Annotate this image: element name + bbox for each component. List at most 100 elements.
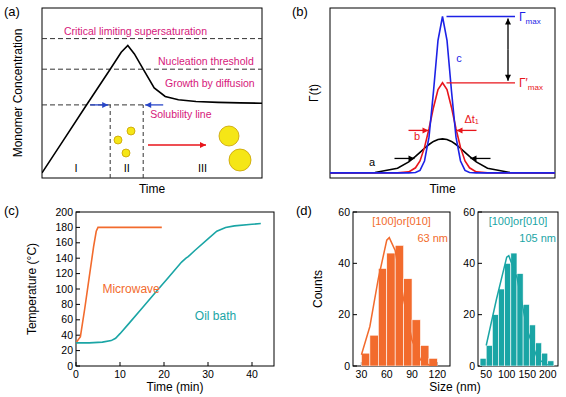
y-tick-label: 40 bbox=[338, 257, 350, 269]
series-label: c bbox=[456, 52, 462, 64]
y-tick bbox=[478, 314, 482, 315]
difference-arrow bbox=[505, 19, 511, 50]
series-label: Oil bath bbox=[195, 309, 236, 323]
width-arrow bbox=[457, 127, 477, 133]
x-tick-label: 200 bbox=[539, 368, 557, 380]
series-line bbox=[42, 45, 262, 172]
y-tick-label: 120 bbox=[55, 267, 73, 279]
nucleus bbox=[122, 149, 130, 157]
plot-frame bbox=[42, 8, 262, 178]
width-arrow bbox=[395, 155, 415, 161]
histogram-bar bbox=[486, 345, 492, 366]
y-tick-label: 100 bbox=[55, 283, 73, 295]
histogram-bar bbox=[548, 361, 554, 366]
x-tick bbox=[164, 362, 165, 366]
y-tick-label: 160 bbox=[55, 236, 73, 248]
y-axis-label: Temperature (°C) bbox=[25, 243, 39, 335]
plot-frame bbox=[353, 212, 450, 366]
histogram-bar bbox=[517, 274, 523, 366]
y-tick bbox=[478, 212, 482, 213]
plot-area bbox=[42, 39, 262, 178]
histogram-bar bbox=[499, 289, 505, 366]
annotation: [100]or[010] bbox=[372, 215, 431, 227]
nucleus bbox=[127, 127, 135, 135]
arrow-head bbox=[409, 155, 415, 161]
annotation: Δt₁ bbox=[465, 113, 479, 125]
y-tick-label: 0 bbox=[469, 360, 475, 372]
x-tick-label: 150 bbox=[518, 368, 536, 380]
x-tick-label: 30 bbox=[356, 368, 368, 380]
width-arrow bbox=[471, 155, 491, 161]
histogram-bar bbox=[361, 353, 369, 366]
x-axis-label: Time bbox=[429, 182, 456, 196]
x-axis-label: Time bbox=[139, 182, 166, 196]
y-tick-label: 0 bbox=[67, 360, 73, 372]
x-tick-label: 0 bbox=[73, 368, 79, 380]
series-line bbox=[330, 139, 555, 173]
series-label: Microwave bbox=[102, 282, 160, 296]
arrow-head bbox=[200, 142, 206, 148]
max-line bbox=[447, 16, 516, 17]
arrow-head bbox=[457, 127, 463, 133]
y-tick bbox=[76, 242, 80, 243]
region-label: II bbox=[124, 162, 130, 174]
arrow-head bbox=[471, 155, 477, 161]
y-tick bbox=[76, 212, 80, 213]
plot-frame bbox=[76, 212, 274, 366]
histogram-bar bbox=[387, 253, 395, 366]
x-tick bbox=[208, 362, 209, 366]
arrow-shaft bbox=[148, 144, 206, 145]
x-axis-label: Time (min) bbox=[147, 380, 204, 394]
arrow-head bbox=[505, 19, 511, 25]
series-line bbox=[76, 224, 261, 343]
fit-curve bbox=[361, 238, 437, 366]
arrow-head bbox=[102, 102, 108, 108]
text-part: max bbox=[526, 17, 541, 26]
text-part: max bbox=[528, 83, 543, 92]
x-tick-label: 90 bbox=[406, 368, 418, 380]
region-boundary bbox=[110, 105, 111, 178]
y-tick-label: 20 bbox=[61, 344, 73, 356]
y-axis-label: Monomer Concentration bbox=[11, 29, 25, 158]
difference-arrow bbox=[505, 50, 511, 81]
histogram-bar bbox=[395, 245, 403, 366]
boundary-arrow bbox=[90, 102, 108, 108]
annotation: 63 nm bbox=[417, 232, 448, 244]
nucleus bbox=[114, 136, 122, 144]
y-tick bbox=[76, 273, 80, 274]
x-axis-label: Size (nm) bbox=[429, 380, 480, 394]
y-tick-label: 200 bbox=[55, 206, 73, 218]
y-tick bbox=[353, 263, 357, 264]
reference-line bbox=[42, 104, 143, 105]
reference-label: Nucleation threshold bbox=[158, 55, 254, 67]
arrow-head bbox=[145, 102, 151, 108]
arrow-head bbox=[505, 75, 511, 81]
y-tick bbox=[76, 335, 80, 336]
y-tick-label: 180 bbox=[55, 221, 73, 233]
particle bbox=[219, 126, 239, 146]
y-tick-label: 60 bbox=[338, 206, 350, 218]
y-axis-label: Counts bbox=[311, 270, 325, 308]
x-tick-label: 60 bbox=[381, 368, 393, 380]
x-tick-label: 10 bbox=[114, 368, 126, 380]
histogram-bar bbox=[492, 315, 498, 366]
series-label: a bbox=[369, 156, 376, 168]
reference-line bbox=[42, 69, 262, 70]
y-tick-label: 140 bbox=[55, 252, 73, 264]
x-tick-label: 30 bbox=[202, 368, 214, 380]
y-tick bbox=[76, 319, 80, 320]
y-tick bbox=[353, 314, 357, 315]
x-tick-label: 50 bbox=[480, 368, 492, 380]
histogram-bar bbox=[480, 358, 486, 366]
y-tick-label: 0 bbox=[344, 360, 350, 372]
reference-label: Solubility line bbox=[150, 108, 211, 120]
y-tick bbox=[76, 350, 80, 351]
region-label: I bbox=[75, 162, 78, 174]
series-label: b bbox=[414, 130, 420, 142]
plot-area bbox=[330, 17, 555, 173]
y-tick-label: 40 bbox=[61, 329, 73, 341]
histogram-bar bbox=[378, 268, 386, 366]
y-tick bbox=[76, 304, 80, 305]
fit-curve bbox=[486, 256, 548, 366]
y-tick bbox=[353, 366, 357, 367]
